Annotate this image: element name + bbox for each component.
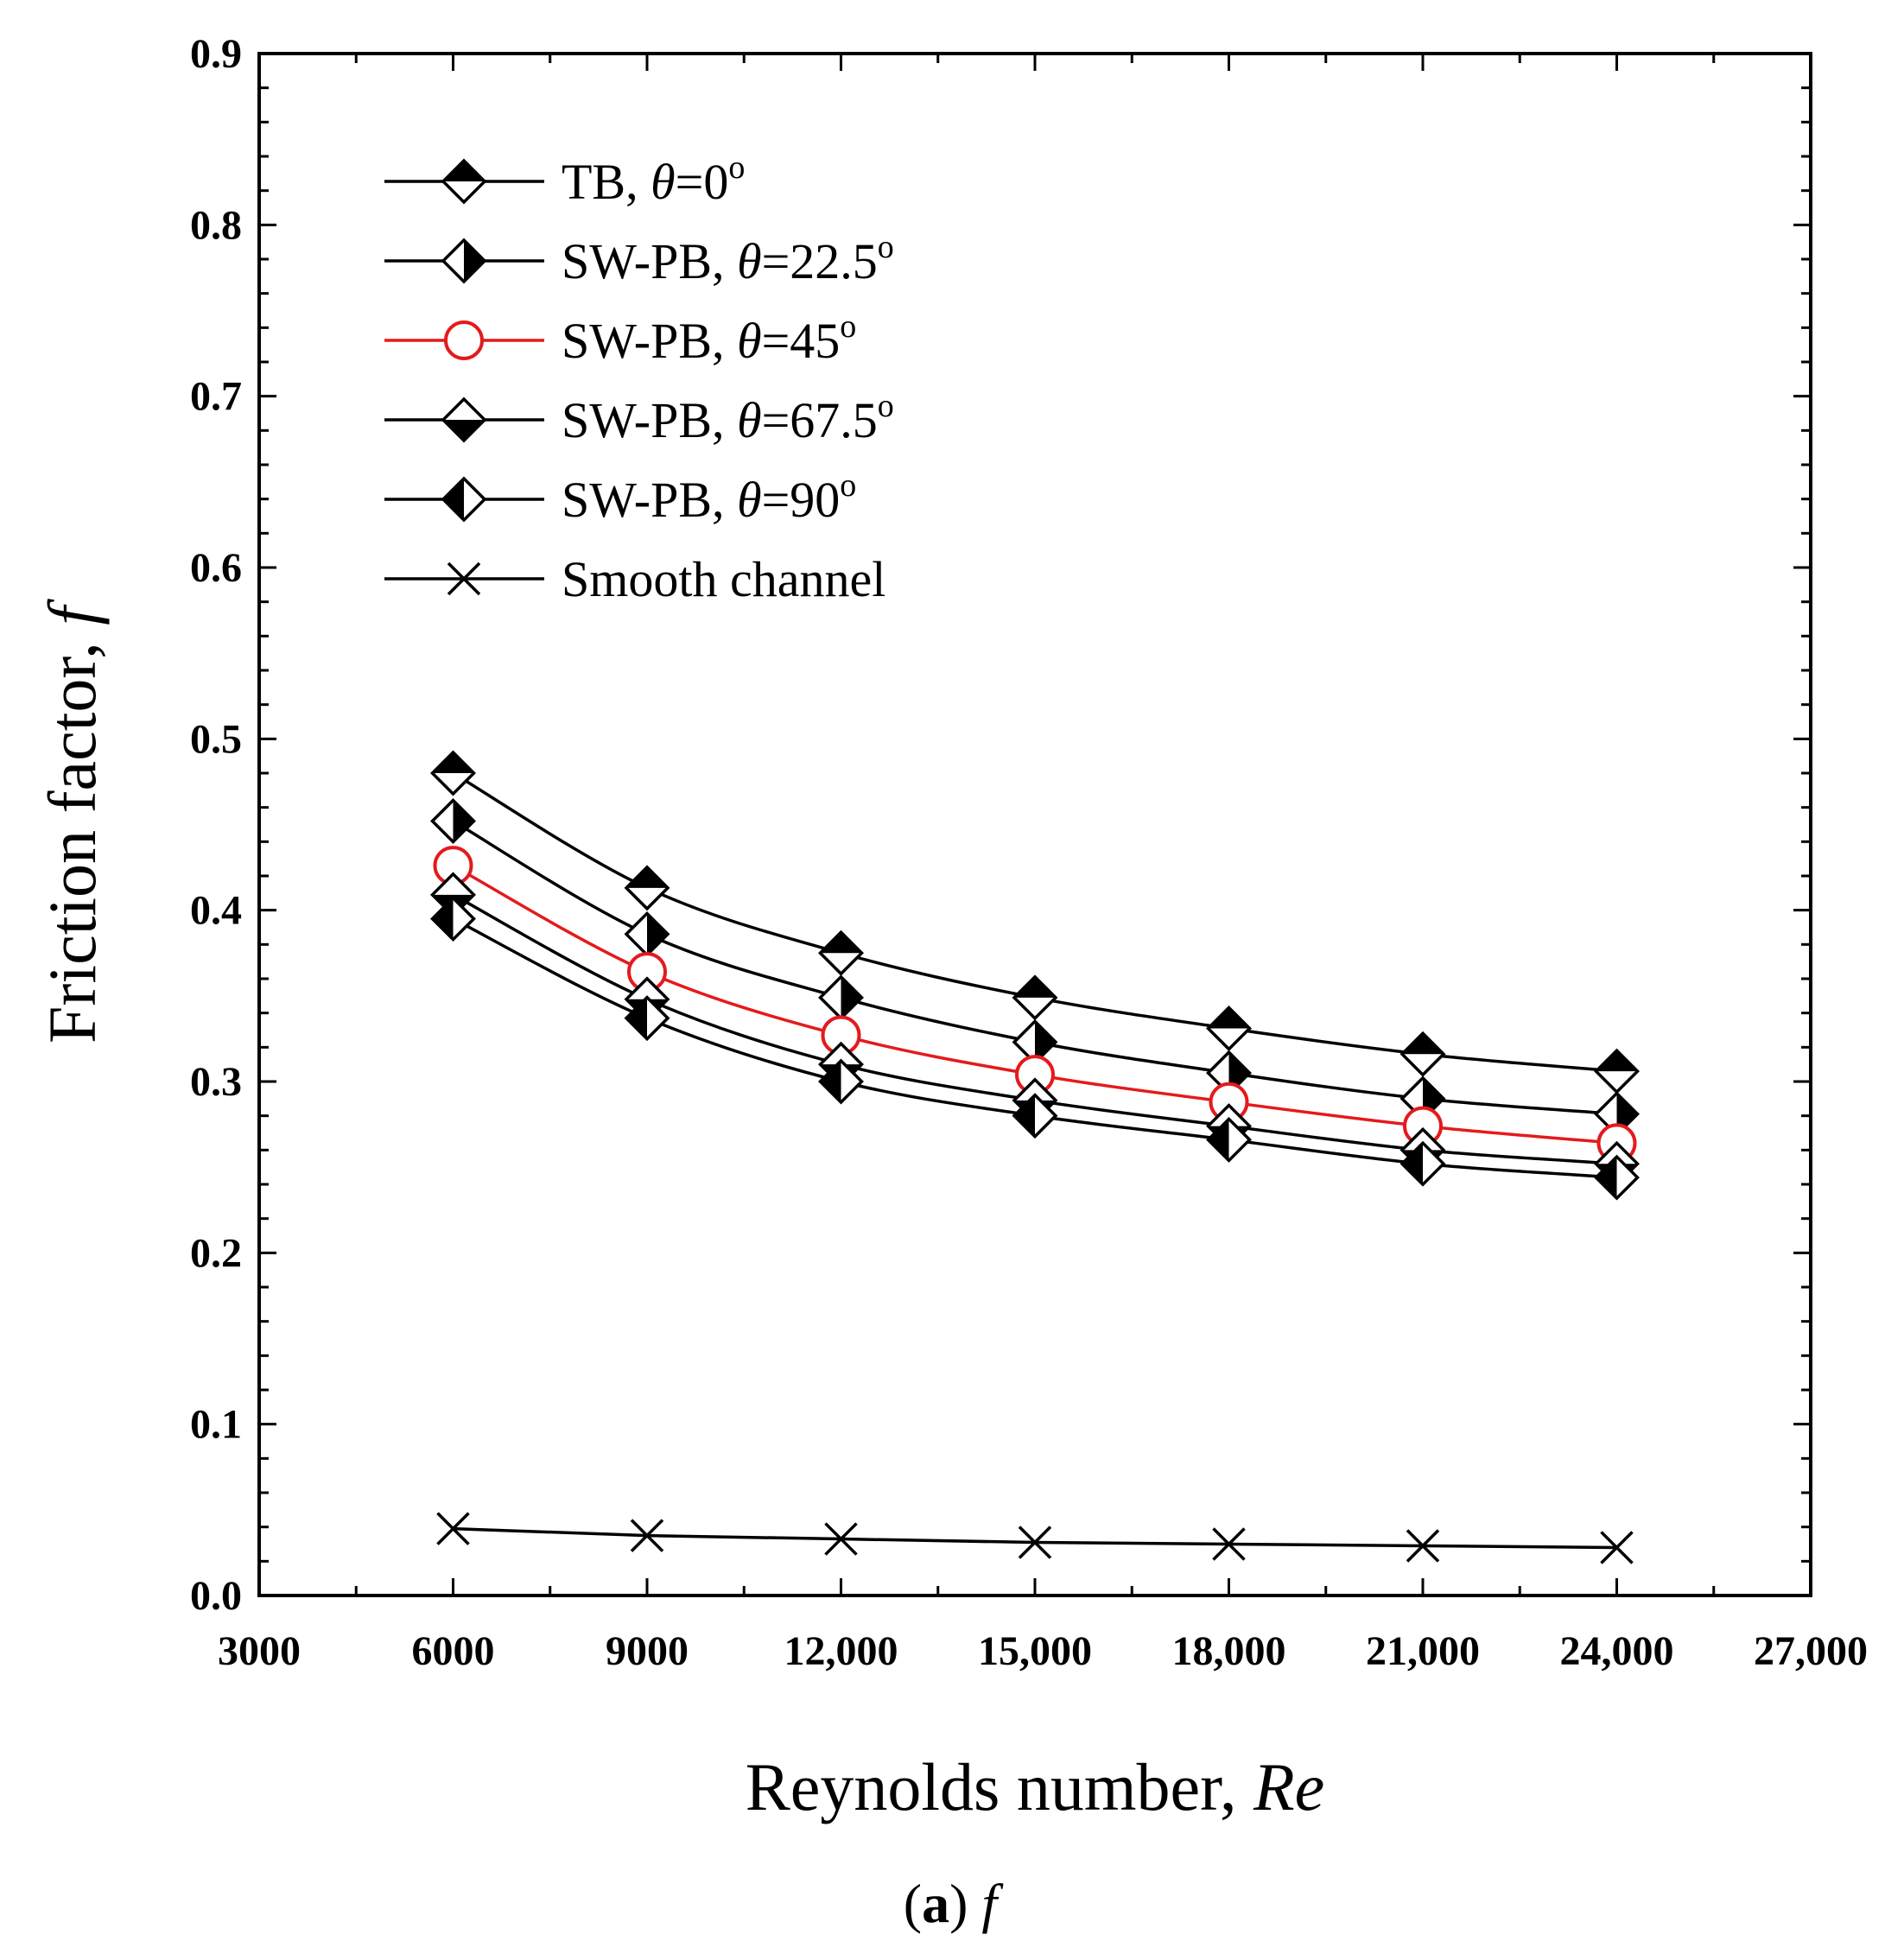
x-tick-label: 18,000 [1172, 1628, 1286, 1674]
x-tick-label: 9000 [606, 1628, 689, 1674]
x-tick-labels: 3000 6000 9000 12,000 15,000 18,000 21,000 24,0… [218, 1628, 1868, 1674]
figure-caption: (a) f [904, 1873, 1005, 1934]
x-tick-label: 21,000 [1366, 1628, 1480, 1674]
y-tick-labels: 0.0 0.1 0.2 0.3 0.4 0.5 0.6 0.7 0.8 0.9 [190, 31, 242, 1619]
data-point [624, 865, 670, 911]
data-point [824, 1522, 858, 1556]
legend-item: Smooth channel [384, 551, 885, 607]
legend-marker [444, 320, 484, 360]
data-point [436, 1512, 470, 1545]
data-point [1594, 1048, 1640, 1094]
legend-item: SW-PB, θ=67.5o [384, 388, 894, 448]
y-tick-label: 0.3 [190, 1059, 242, 1105]
x-tick-label: 6000 [412, 1628, 495, 1674]
y-tick-label: 0.6 [190, 545, 242, 591]
data-point [430, 896, 476, 942]
data-point [1012, 1093, 1058, 1139]
series-0 [430, 750, 1640, 1094]
legend-item: SW-PB, θ=22.5o [384, 229, 894, 289]
data-point [1012, 974, 1058, 1021]
legend-label: Smooth channel [562, 551, 885, 607]
y-tick-label: 0.0 [190, 1573, 242, 1619]
data-series [430, 750, 1640, 1564]
legend-label: SW-PB, θ=90o [562, 467, 856, 528]
x-tick-label: 27,000 [1754, 1628, 1868, 1674]
plot-frame [257, 52, 1812, 1597]
legend: TB, θ=0o SW-PB, θ=22.5o SW-PB, θ=45o SW-PB,… [384, 149, 894, 607]
data-point [624, 910, 670, 957]
data-point [1212, 1527, 1246, 1561]
legend-label: SW-PB, θ=67.5o [562, 388, 894, 448]
data-point [818, 974, 864, 1021]
legend-item: SW-PB, θ=90o [384, 467, 856, 528]
data-point [1206, 1116, 1252, 1163]
data-point [1600, 1531, 1634, 1564]
data-point [1406, 1529, 1440, 1563]
y-tick-label: 0.7 [190, 374, 242, 420]
x-tick-label: 15,000 [978, 1628, 1092, 1674]
series-line [453, 1526, 1617, 1550]
data-point [818, 929, 864, 976]
y-tick-label: 0.1 [190, 1402, 242, 1448]
series-4 [430, 896, 1640, 1201]
legend-marker [447, 561, 481, 596]
legend-item: TB, θ=0o [384, 149, 745, 210]
legend-label: TB, θ=0o [562, 149, 745, 210]
y-tick-label: 0.2 [190, 1230, 242, 1276]
y-tick-label: 0.8 [190, 202, 242, 248]
legend-marker [441, 397, 487, 443]
data-point [630, 1519, 664, 1552]
x-tick-label: 12,000 [784, 1628, 898, 1674]
legend-label: SW-PB, θ=45o [562, 308, 856, 369]
x-tick-label: 24,000 [1560, 1628, 1674, 1674]
axis-ticks [257, 52, 1812, 1597]
data-point [430, 798, 476, 845]
data-point [430, 750, 476, 796]
legend-label: SW-PB, θ=22.5o [562, 229, 894, 289]
x-tick-label: 3000 [218, 1628, 301, 1674]
series-5 [436, 1512, 1634, 1564]
data-point [818, 1058, 864, 1105]
data-point [1399, 1140, 1446, 1187]
legend-item: SW-PB, θ=45o [384, 308, 856, 369]
data-point [1206, 1006, 1252, 1051]
y-tick-label: 0.5 [190, 716, 242, 762]
legend-marker [441, 158, 487, 205]
x-axis-title: Reynolds number, Re [746, 1749, 1325, 1824]
data-point [1018, 1526, 1052, 1559]
legend-marker [441, 476, 487, 523]
y-tick-label: 0.9 [190, 31, 242, 77]
data-point [624, 995, 670, 1042]
y-axis-title: Friction factor, f [35, 599, 110, 1044]
legend-marker [441, 238, 487, 284]
y-tick-label: 0.4 [190, 888, 242, 934]
data-point [1594, 1154, 1640, 1201]
data-point [1399, 1031, 1446, 1077]
